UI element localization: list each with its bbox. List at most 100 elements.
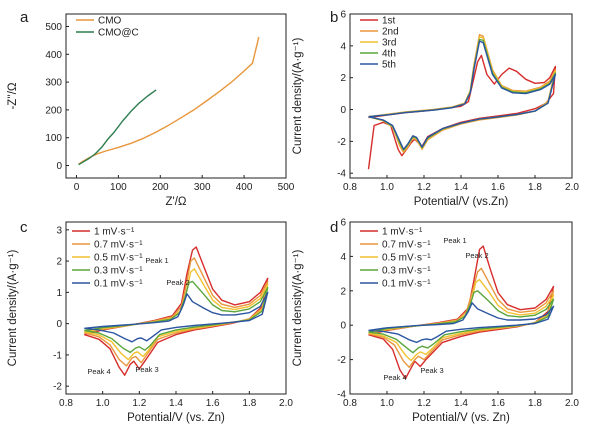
y-tick-label: -2 <box>337 355 346 366</box>
x-tick-label: 1.0 <box>96 398 110 409</box>
x-tick-label: 1.2 <box>417 398 431 409</box>
panel-letter: b <box>330 9 338 26</box>
x-tick-label: 2.0 <box>565 398 579 409</box>
x-tick-label: 500 <box>278 182 295 193</box>
x-tick-label: 0 <box>74 182 80 193</box>
peak-annotation: Peak 2 <box>166 278 189 287</box>
panel-a: a 0 100 200 300 400 500 0 100 200 300 400 500 Z'/Ω -Z'… <box>7 9 295 208</box>
legend-label: 1 mV·s⁻¹ <box>382 227 423 238</box>
y-tick-label: 400 <box>45 50 62 61</box>
x-axis-title: Potential/V (vs. Zn) <box>127 412 225 424</box>
legend-label: 0.1 mV·s⁻¹ <box>94 279 143 290</box>
legend-label: 2nd <box>382 27 399 38</box>
panel-letter: d <box>330 219 338 236</box>
x-tick-label: 1.0 <box>380 398 394 409</box>
y-tick-label: 2 <box>56 257 62 268</box>
y-tick-label: 6 <box>340 218 346 229</box>
series-line-b-5 <box>368 40 557 150</box>
y-tick-label: 0 <box>340 321 346 332</box>
peak-annotation: Peak 4 <box>383 373 406 382</box>
x-tick-label: 0.8 <box>343 398 357 409</box>
x-tick-label: 1.2 <box>132 398 146 409</box>
legend: 1 mV·s⁻¹ 0.7 mV·s⁻¹ 0.5 mV·s⁻¹ 0.3 mV·s⁻¹ 0.… <box>360 227 431 290</box>
legend-label: 0.3 mV·s⁻¹ <box>94 266 143 277</box>
y-axis-title: Current density/(A·g⁻¹) <box>292 250 304 367</box>
x-tick-label: 1.4 <box>454 182 468 193</box>
peak-annotation: Peak 4 <box>87 367 110 376</box>
legend-label: 0.3 mV·s⁻¹ <box>382 266 431 277</box>
y-tick-label: -4 <box>337 390 346 401</box>
y-tick-label: -1 <box>53 350 62 361</box>
y-tick-label: 300 <box>45 78 62 89</box>
x-tick-label: 1.8 <box>528 398 542 409</box>
x-tick-label: 400 <box>236 182 253 193</box>
legend-label: 0.5 mV·s⁻¹ <box>94 253 143 264</box>
legend-label: 1 mV·s⁻¹ <box>94 227 135 238</box>
x-tick-label: 1.2 <box>417 182 431 193</box>
x-tick-label: 1.8 <box>242 398 256 409</box>
y-axis-title: Current density/(A·g⁻¹) <box>292 38 304 155</box>
x-axis-title: Potential/V (vs. Zn) <box>412 412 510 424</box>
x-tick-label: 1.6 <box>491 398 505 409</box>
x-tick-label: 200 <box>152 182 169 193</box>
plot-frame <box>65 13 287 179</box>
peak-annotation: Peak 3 <box>135 365 158 374</box>
x-tick-label: 1.4 <box>169 398 183 409</box>
legend-label: 0.7 mV·s⁻¹ <box>94 240 143 251</box>
y-tick-label: 6 <box>340 10 346 21</box>
x-tick-label: 0.8 <box>59 398 73 409</box>
y-tick-label: 0 <box>56 161 62 172</box>
y-tick-label: 0 <box>340 105 346 116</box>
peak-annotation: Peak 3 <box>420 366 443 375</box>
peak-annotation: Peak 1 <box>145 256 168 265</box>
series-line-a-2 <box>78 89 157 166</box>
series-line-c-5 <box>84 291 269 343</box>
x-axis-title: Z'/Ω <box>165 196 186 208</box>
panel-d: d 0.8 1.0 1.2 1.4 1.6 1.8 2.0 -4 -2 0 2 4 6 Potential/… <box>292 218 579 425</box>
series-line-d-5 <box>368 302 555 344</box>
x-tick-label: 1.0 <box>380 182 394 193</box>
panel-letter: c <box>20 219 28 236</box>
legend-label: 3rd <box>382 38 396 49</box>
y-tick-label: 200 <box>45 105 62 116</box>
y-tick-label: 500 <box>45 22 62 33</box>
y-tick-label: 100 <box>45 133 62 144</box>
y-tick-label: -4 <box>337 169 346 180</box>
x-tick-label: 1.4 <box>454 398 468 409</box>
y-tick-label: 1 <box>56 288 62 299</box>
x-tick-label: 1.6 <box>491 182 505 193</box>
panel-letter: a <box>20 9 29 26</box>
x-tick-label: 2.0 <box>279 398 293 409</box>
legend-label: 5th <box>382 60 396 71</box>
peak-annotation: Peak 2 <box>465 251 488 260</box>
x-tick-label: 1.8 <box>528 182 542 193</box>
legend-label: 4th <box>382 49 396 60</box>
y-tick-label: 2 <box>340 286 346 297</box>
x-tick-label: 2.0 <box>565 182 579 193</box>
y-tick-label: 3 <box>56 225 62 236</box>
series-line-a-1 <box>78 36 260 165</box>
legend-label: 1st <box>382 16 396 27</box>
y-tick-label: -2 <box>337 137 346 148</box>
panel-b: b 0.8 1.0 1.2 1.4 1.6 1.8 2.0 -4 -2 0 2 4 6 Potential/… <box>292 9 579 208</box>
legend-label: 0.7 mV·s⁻¹ <box>382 240 431 251</box>
x-tick-label: 1.6 <box>206 398 220 409</box>
panel-c: c 0.8 1.0 1.2 1.4 1.6 1.8 2.0 -2 -1 0 1 2 3 Potential/… <box>7 219 293 424</box>
x-tick-label: 300 <box>194 182 211 193</box>
y-tick-label: 0 <box>56 319 62 330</box>
x-tick-label: 0.8 <box>343 182 357 193</box>
y-tick-label: 4 <box>340 252 346 263</box>
legend-label: CMO <box>98 16 122 27</box>
y-tick-label: 4 <box>340 41 346 52</box>
y-axis-title: -Z''/Ω <box>7 82 19 109</box>
x-axis-title: Potential/V (vs.Zn) <box>414 196 509 208</box>
legend-label: CMO@C <box>98 28 139 39</box>
y-tick-label: 2 <box>340 73 346 84</box>
x-tick-label: 100 <box>110 182 127 193</box>
y-axis-title: Current density/(A·g⁻¹) <box>7 250 19 367</box>
peak-annotation: Peak 1 <box>443 236 466 245</box>
legend-label: 0.5 mV·s⁻¹ <box>382 253 431 264</box>
